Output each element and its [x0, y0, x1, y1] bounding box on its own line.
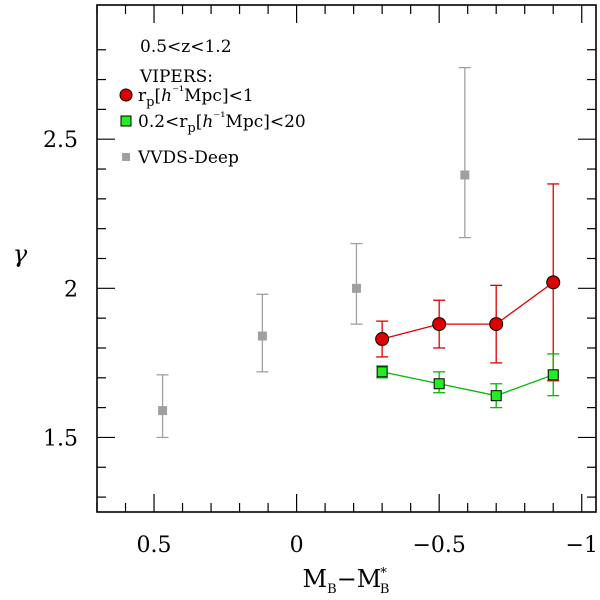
series-vvds — [156, 66, 471, 439]
redshift-annotation: 0.5<z<1.2 — [140, 37, 232, 57]
y-tick-label: 2 — [64, 277, 78, 302]
vipers_large-point — [433, 378, 445, 390]
legend-entry: 0.2<rp[h⁻¹Mpc]<20 — [120, 110, 306, 136]
x-tick-label: −0.5 — [412, 533, 465, 558]
vipers_small-point — [489, 317, 504, 332]
x-tick-label: 0 — [290, 533, 304, 558]
legend-entry: VVDS-Deep — [122, 148, 239, 168]
vvds-point — [158, 406, 168, 416]
axis-titles: MB−M* B γ — [13, 240, 390, 597]
vvds-point — [351, 283, 361, 293]
vipers_large-point — [547, 369, 559, 381]
y-tick-label: 1.5 — [43, 426, 78, 451]
vipers_large-point — [490, 390, 502, 402]
vipers_large-line — [382, 371, 554, 397]
legend-marker — [120, 115, 132, 127]
legend-marker — [122, 153, 130, 161]
legend-marker — [119, 88, 133, 102]
y-tick-label: 2.5 — [43, 128, 78, 153]
series-vipers_small — [375, 183, 561, 382]
legend-heading: VIPERS: — [139, 67, 213, 87]
x-axis-title: MB−M* B — [303, 565, 390, 597]
x-tick-label: −1 — [566, 533, 598, 558]
legend-label: VVDS-Deep — [137, 148, 239, 168]
vvds-point — [257, 331, 267, 341]
vipers_small-point — [432, 317, 447, 332]
vipers_large-point — [376, 366, 388, 378]
data-layer — [156, 66, 561, 439]
vipers_small-point — [546, 275, 561, 290]
vipers_small-line — [381, 281, 554, 340]
series-vipers_large — [376, 353, 560, 409]
legend-label: rp[h⁻¹Mpc]<1 — [138, 84, 254, 110]
legend: rp[h⁻¹Mpc]<10.2<rp[h⁻¹Mpc]<20 VVDS-Deep — [119, 84, 306, 168]
vipers_small-point — [375, 332, 390, 347]
vvds-point — [460, 170, 470, 180]
legend-label: 0.2<rp[h⁻¹Mpc]<20 — [138, 110, 306, 136]
legend-entry: rp[h⁻¹Mpc]<1 — [119, 84, 254, 110]
y-axis-title: γ — [13, 240, 28, 268]
axis-ticks: 0.5 0 −0.5 −1 1.5 2 2.5 — [43, 5, 598, 558]
x-tick-label: 0.5 — [137, 533, 172, 558]
